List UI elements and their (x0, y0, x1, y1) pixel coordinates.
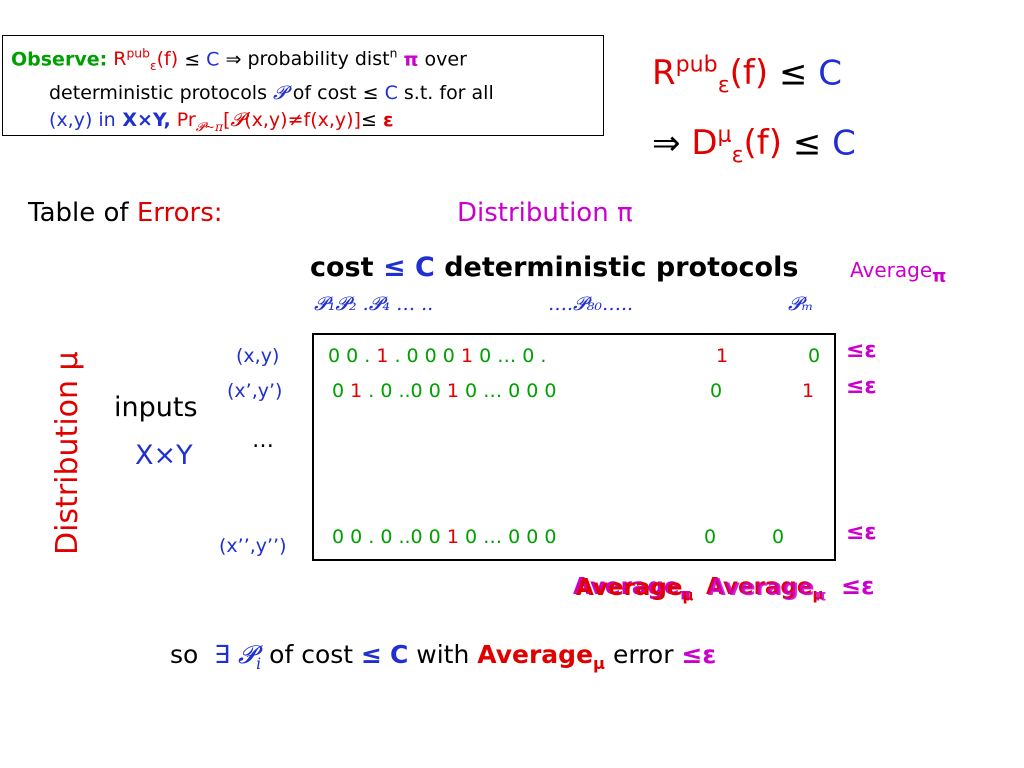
c-const-2: C (384, 82, 398, 105)
average-mu-label-overlay: Averageπ (573, 574, 692, 604)
row-cell-green: 0 (772, 526, 785, 548)
distribution-mu-label: Distribution μ (50, 351, 85, 555)
c-const-large: C (818, 53, 843, 94)
xy-in-text: (x,y) in (49, 109, 116, 132)
implication-block: Rpubε(f) ≤ C ⇒ Dμε(f) ≤ C (652, 40, 856, 180)
le-sign: ≤ (184, 48, 201, 71)
pi-symbol: π (403, 48, 419, 71)
rpub-term: Rpubε(f) (113, 47, 179, 74)
st-for-all-text: s.t. for all (403, 82, 494, 105)
xxy-label: X×Y (135, 440, 193, 471)
average-pi-red: Averageμ (706, 574, 824, 604)
average-pi-label: Averageπ (850, 258, 947, 287)
le-sign-large-2: ≤ (792, 123, 822, 164)
protocol-label-80: ….𝓟₈₀….. (548, 293, 634, 315)
row-label-xy-double-prime: (x’’,y’’) (219, 535, 287, 557)
pi-protocol: 𝓟i (237, 640, 262, 673)
dmu-term: Dμε(f) (691, 122, 783, 169)
table-title: Table of Errors: (28, 198, 223, 228)
average-pi-label-overlay: Averageπ (708, 575, 827, 605)
implies-sign-large: ⇒ (652, 123, 681, 164)
prob-dist-text: probability distn (247, 47, 398, 71)
table-row: 0 0 . 1 . 0 0 0 1 0 … 0 . (328, 345, 547, 367)
row-cell-green: 0 (704, 526, 717, 548)
row-cell-red: 1 (716, 345, 729, 367)
average-mu-label: Averageμ (576, 575, 694, 605)
observe-box: Observe: Rpubε(f) ≤ C ⇒ probability dist… (2, 35, 604, 136)
average-mu-conclusion: Averageμ (477, 640, 605, 673)
observe-label: Observe: (11, 48, 108, 71)
det-protocols-text: deterministic protocols (49, 82, 267, 105)
xxy-text: X×Y, (122, 109, 171, 132)
row-cell-green: 0 (808, 345, 821, 367)
protocol-p-symbol: 𝓟 (273, 82, 287, 105)
row-label-xy: (x,y) (236, 345, 280, 367)
error-table (312, 333, 836, 561)
row-le-eps-1: ≤ε (846, 338, 877, 363)
epsilon-symbol: ε (382, 109, 394, 132)
le-sign-2: ≤ (360, 109, 377, 132)
le-sign-large: ≤ (778, 53, 808, 94)
averages-le-eps: ≤ε (841, 572, 875, 600)
distribution-pi-label: Distribution π (457, 198, 633, 228)
row-le-eps-2: ≤ε (846, 374, 877, 399)
of-cost-text: of cost ≤ (292, 82, 379, 105)
implies-sign: ⇒ (225, 48, 242, 71)
table-row: 0 1 . 0 ..0 0 1 0 … 0 0 0 (332, 380, 557, 402)
row-ellipsis: … (252, 428, 274, 453)
row-cell-green: 0 (710, 380, 723, 402)
row-le-eps-3: ≤ε (846, 520, 877, 545)
row-cell-red: 1 (802, 380, 815, 402)
conclusion-line: so ∃ 𝓟i of cost ≤ C with Averageμ error … (170, 640, 717, 673)
cost-line: cost ≤ C deterministic protocols (310, 252, 799, 283)
c-const: C (206, 48, 220, 71)
table-row: 0 0 . 0 ..0 0 1 0 … 0 0 0 (332, 526, 557, 548)
rpub-term-large: Rpubε(f) (652, 52, 769, 99)
over-text: over (424, 48, 467, 71)
inputs-label: inputs (114, 392, 198, 423)
row-label-xy-prime: (x’,y’) (227, 380, 283, 402)
protocol-label-m: 𝓟ₘ (788, 293, 814, 315)
c-const-large-2: C (832, 123, 856, 164)
protocol-label-first: 𝓟₁𝓟₂ .𝓟₄ … .. (314, 293, 434, 315)
pr-expression: Pr𝓟~π[𝓟(x,y)≠f(x,y)] (176, 109, 361, 134)
